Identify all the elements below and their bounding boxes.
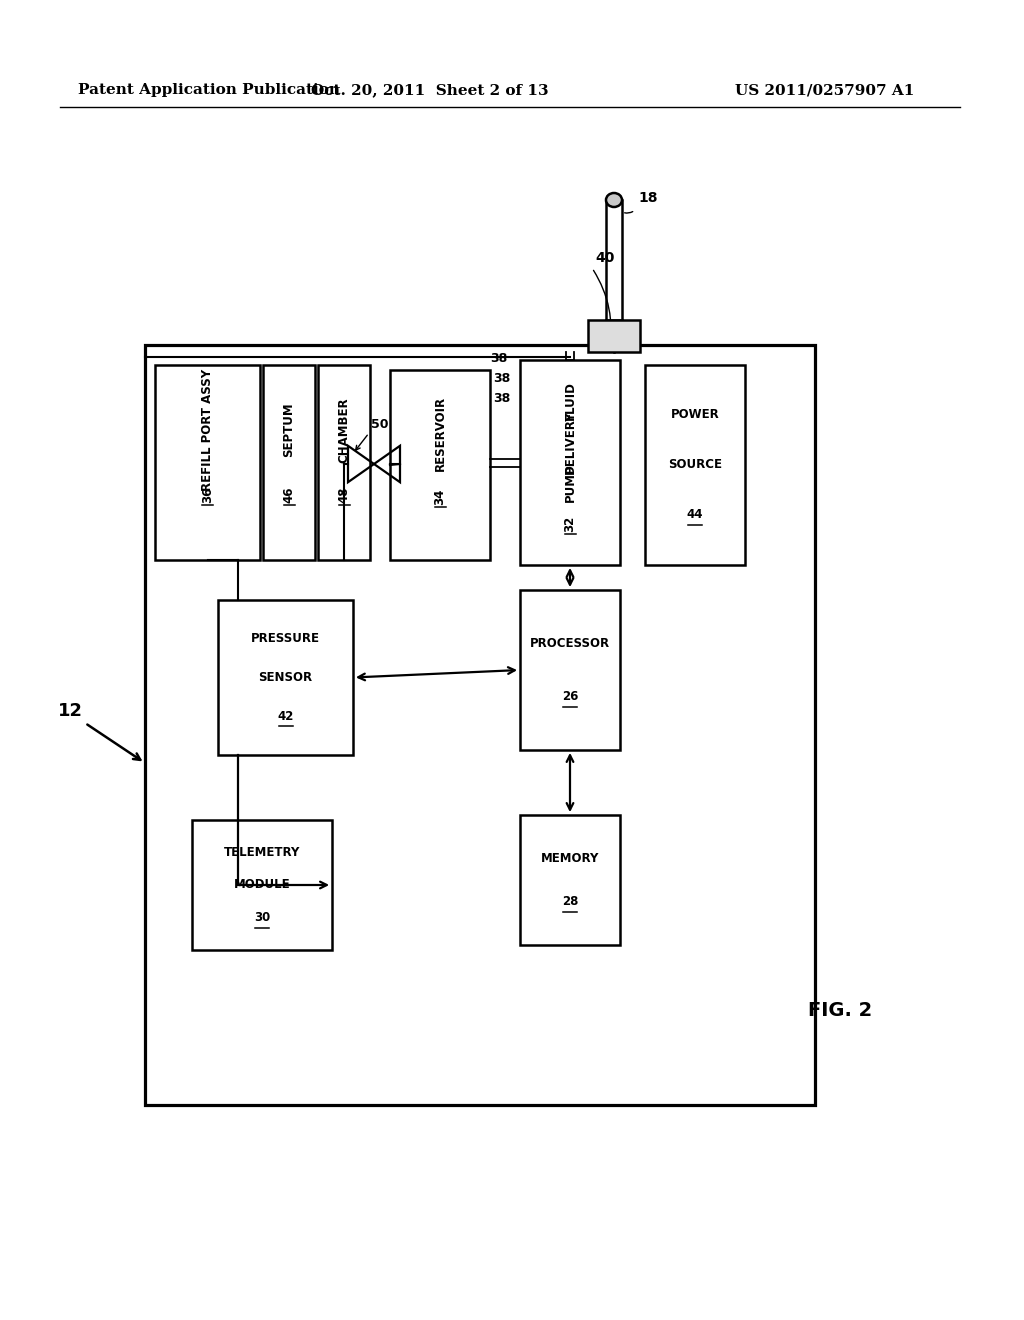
Bar bbox=[263, 366, 315, 560]
Text: 12: 12 bbox=[57, 702, 83, 719]
Bar bbox=[520, 360, 620, 565]
Text: 36: 36 bbox=[201, 487, 214, 503]
Text: SENSOR: SENSOR bbox=[258, 671, 312, 684]
Text: REFILL PORT ASSY: REFILL PORT ASSY bbox=[201, 368, 214, 491]
Text: 42: 42 bbox=[278, 710, 294, 723]
Text: CHAMBER: CHAMBER bbox=[338, 397, 350, 463]
Text: 38: 38 bbox=[493, 392, 510, 404]
Text: FIG. 2: FIG. 2 bbox=[808, 1001, 872, 1019]
Text: RESERVOIR: RESERVOIR bbox=[433, 396, 446, 471]
Text: US 2011/0257907 A1: US 2011/0257907 A1 bbox=[735, 83, 914, 96]
Text: 38: 38 bbox=[493, 371, 510, 384]
FancyArrowPatch shape bbox=[355, 436, 368, 450]
Text: 50: 50 bbox=[371, 418, 388, 432]
Text: TELEMETRY: TELEMETRY bbox=[224, 846, 300, 859]
Text: 48: 48 bbox=[338, 487, 350, 503]
Text: 44: 44 bbox=[687, 508, 703, 521]
Text: PUMP: PUMP bbox=[563, 463, 577, 503]
Text: PRESSURE: PRESSURE bbox=[251, 632, 319, 645]
Text: 34: 34 bbox=[433, 488, 446, 504]
Bar bbox=[145, 345, 815, 1105]
Text: 46: 46 bbox=[283, 487, 296, 503]
Bar bbox=[318, 366, 370, 560]
Bar bbox=[520, 814, 620, 945]
Text: PROCESSOR: PROCESSOR bbox=[530, 636, 610, 649]
Bar bbox=[520, 590, 620, 750]
Text: SOURCE: SOURCE bbox=[668, 458, 722, 471]
Text: DELIVERY: DELIVERY bbox=[563, 411, 577, 474]
Ellipse shape bbox=[606, 193, 622, 207]
Text: 28: 28 bbox=[562, 895, 579, 908]
Bar bbox=[645, 366, 745, 565]
Text: 38: 38 bbox=[489, 351, 507, 364]
Text: FLUID: FLUID bbox=[563, 381, 577, 421]
Text: POWER: POWER bbox=[671, 408, 720, 421]
Text: MEMORY: MEMORY bbox=[541, 851, 599, 865]
Bar bbox=[390, 370, 490, 560]
FancyArrowPatch shape bbox=[594, 271, 611, 350]
Text: 26: 26 bbox=[562, 690, 579, 704]
Text: SEPTUM: SEPTUM bbox=[283, 403, 296, 457]
Text: Oct. 20, 2011  Sheet 2 of 13: Oct. 20, 2011 Sheet 2 of 13 bbox=[311, 83, 549, 96]
Text: 40: 40 bbox=[595, 251, 614, 265]
FancyArrowPatch shape bbox=[625, 211, 633, 213]
Text: MODULE: MODULE bbox=[233, 879, 291, 891]
Bar bbox=[588, 319, 640, 352]
Text: 18: 18 bbox=[638, 191, 657, 205]
Bar bbox=[218, 601, 353, 755]
Text: 30: 30 bbox=[254, 911, 270, 924]
Bar bbox=[193, 820, 332, 950]
Bar bbox=[155, 366, 260, 560]
Text: Patent Application Publication: Patent Application Publication bbox=[78, 83, 340, 96]
Text: 32: 32 bbox=[563, 516, 577, 532]
